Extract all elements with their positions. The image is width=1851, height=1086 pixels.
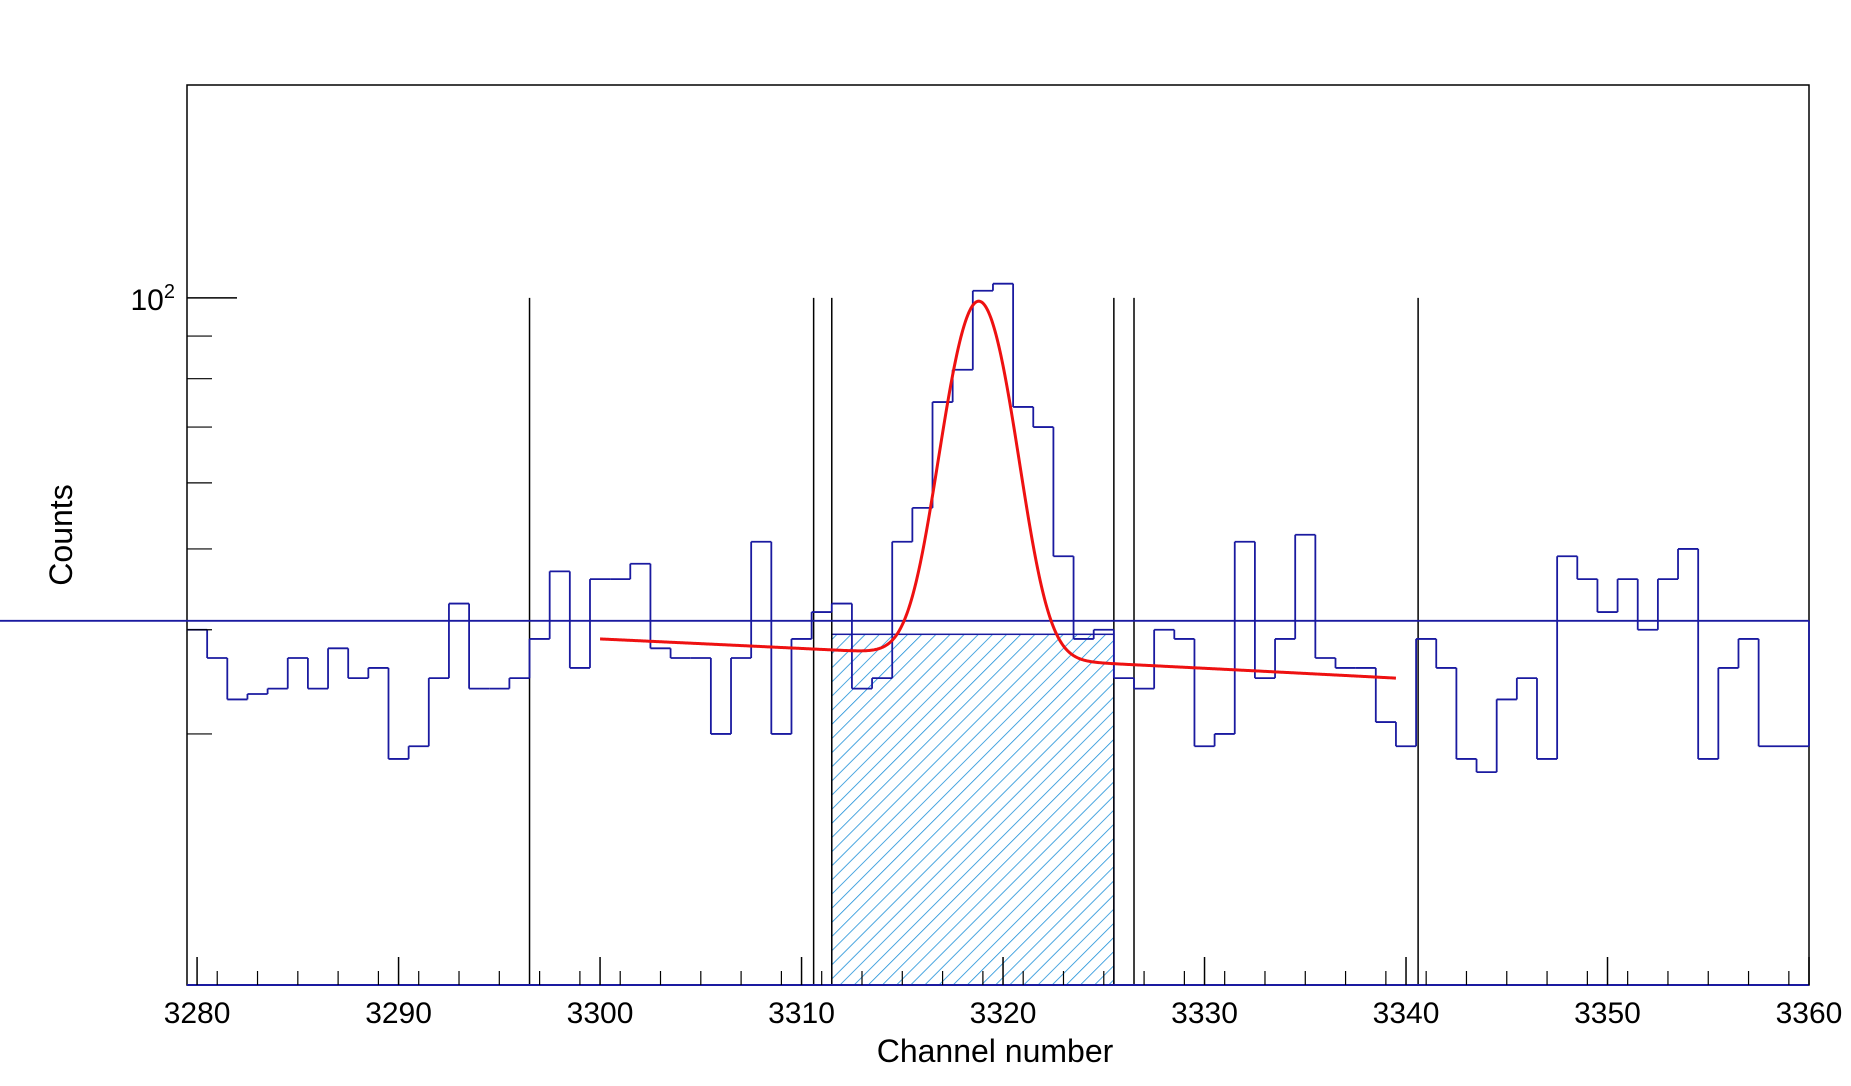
- y-tick-label-base: 10: [131, 284, 164, 317]
- fit-curve: [600, 299, 1397, 680]
- y-axis-ticks: 102: [131, 281, 237, 735]
- y-tick-label-major: 102: [131, 281, 176, 317]
- x-tick-label-3280: 3280: [164, 997, 231, 1030]
- x-tick-label-3340: 3340: [1373, 997, 1440, 1030]
- y-tick-label-exponent: 2: [164, 281, 175, 303]
- x-tick-label-3290: 3290: [365, 997, 432, 1030]
- y-axis-title: Counts: [43, 484, 79, 585]
- x-tick-label-3360: 3360: [1776, 997, 1843, 1030]
- x-tick-label-3300: 3300: [567, 997, 634, 1030]
- x-tick-label-3350: 3350: [1574, 997, 1641, 1030]
- x-axis-title: Channel number: [877, 1033, 1114, 1069]
- x-axis-ticks: 3280 3290 3300 3310 3320 3330 3340 3350 3360: [164, 957, 1843, 1030]
- x-tick-label-3320: 3320: [970, 997, 1037, 1030]
- vertical-markers: [528, 297, 1419, 985]
- x-tick-label-3330: 3330: [1171, 997, 1238, 1030]
- histogram: [0, 282, 1810, 986]
- fit-curve-line: [600, 299, 1397, 680]
- shaded-signal-region: [831, 633, 1115, 986]
- shaded-region: [831, 633, 1115, 986]
- x-tick-label-3310: 3310: [768, 997, 835, 1030]
